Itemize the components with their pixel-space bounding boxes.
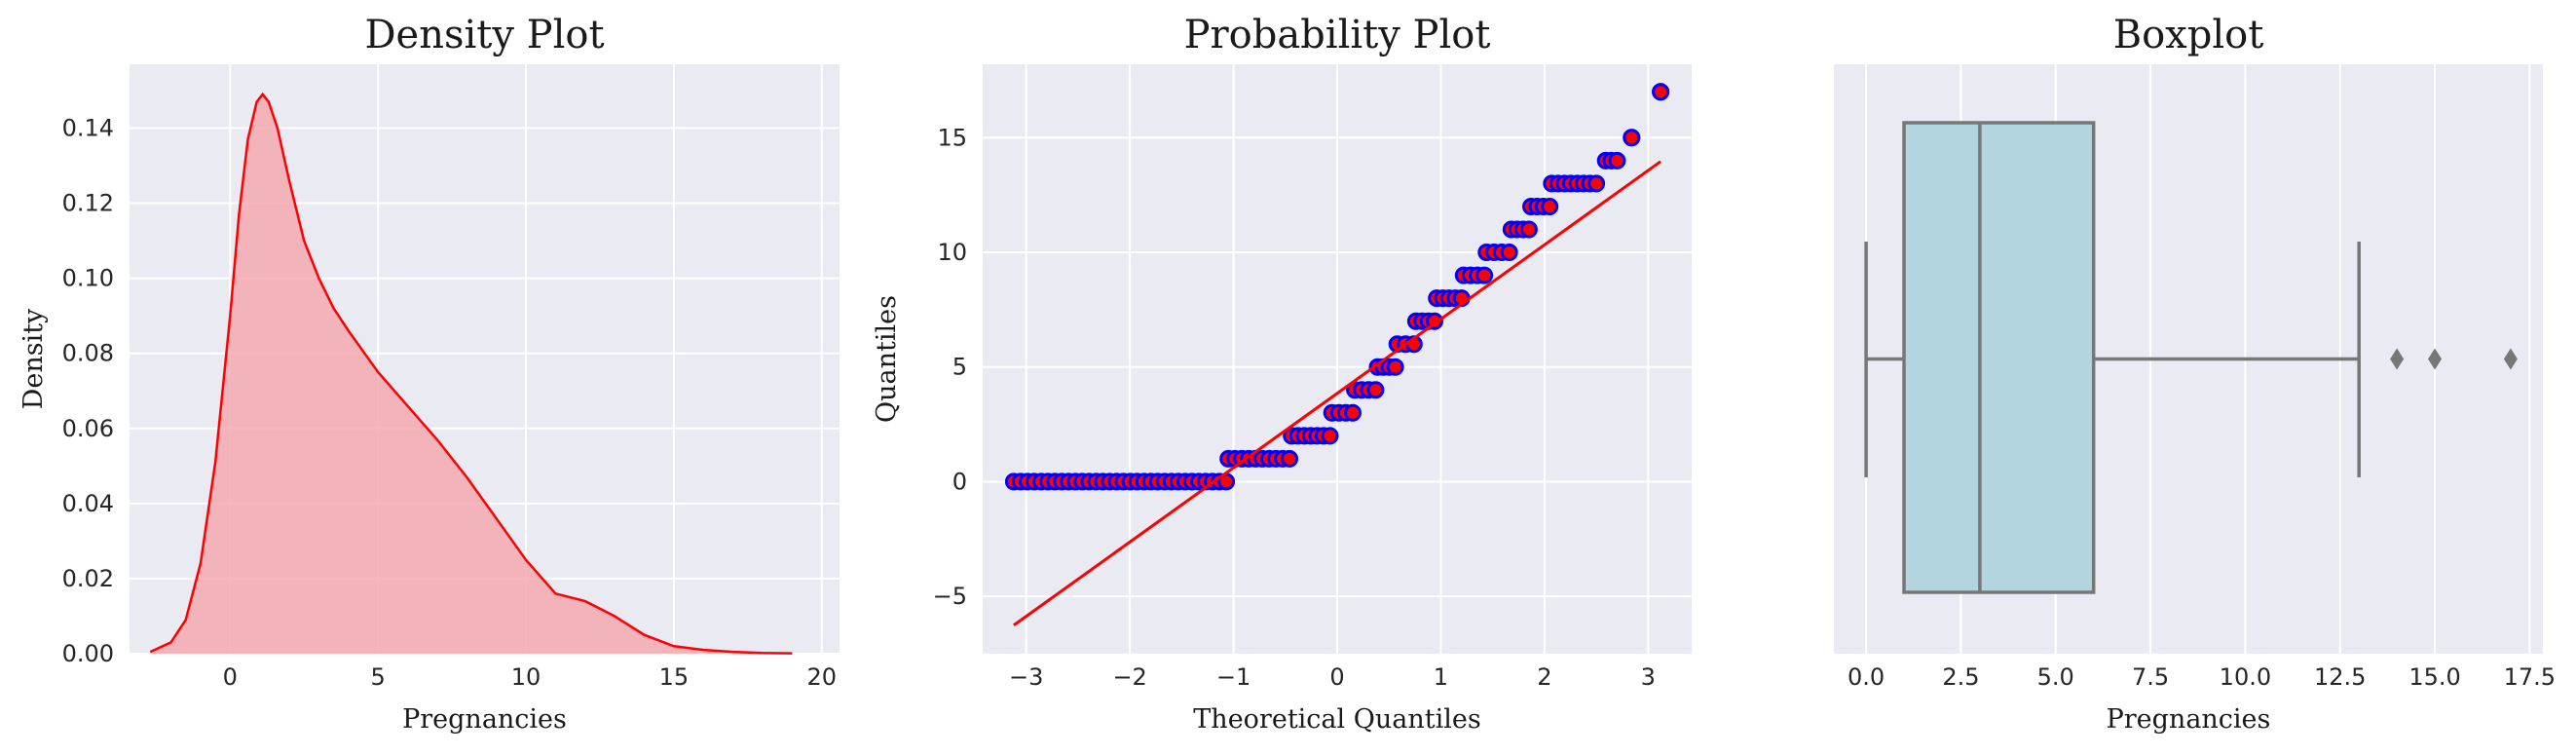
x-tick-label: 15 xyxy=(659,663,690,691)
x-tick-label: 17.5 xyxy=(2504,663,2556,691)
qq-point xyxy=(1652,83,1670,101)
x-tick-label: 3 xyxy=(1641,663,1656,691)
x-tick-label: 5 xyxy=(371,663,386,691)
density-area xyxy=(150,94,793,655)
y-tick-label: 15 xyxy=(937,124,967,151)
box xyxy=(1902,121,2096,594)
x-tick-label: 1 xyxy=(1434,663,1448,691)
y-tick-label: 0.10 xyxy=(62,265,114,292)
outlier-marker xyxy=(2428,348,2443,370)
outlier-marker xyxy=(2390,348,2405,370)
y-axis-label: Quantiles xyxy=(872,295,902,423)
qq-point xyxy=(1608,151,1626,170)
x-tick-label: 10.0 xyxy=(2220,663,2271,691)
qq-point xyxy=(1519,220,1538,239)
y-tick-label: 0.02 xyxy=(62,565,114,592)
y-tick-label: 0.08 xyxy=(62,340,114,367)
qq-point xyxy=(1344,403,1362,422)
x-tick-label: −2 xyxy=(1112,663,1146,691)
outlier-marker xyxy=(2503,348,2518,370)
qq-point xyxy=(1587,174,1606,193)
density-plot-panel: 0 5 10 15 20 0.00 0.02 0.04 0.06 0.08 0.10 0.12 0.14… xyxy=(19,13,840,735)
y-tick-label: 0.14 xyxy=(62,115,114,142)
chart-title: Density Plot xyxy=(364,13,604,57)
x-tick-label: 0 xyxy=(1329,663,1344,691)
y-tick-label: 0.04 xyxy=(62,490,114,517)
probability-plot-panel: −3 −2 −1 0 1 2 3 −5 0 5 10 15 Probability Plot Theore… xyxy=(872,13,1692,735)
x-tick-label: 10 xyxy=(511,663,541,691)
x-axis-label: Pregnancies xyxy=(402,704,567,735)
x-tick-label: 2 xyxy=(1537,663,1551,691)
x-tick-label: 7.5 xyxy=(2132,663,2169,691)
qq-point xyxy=(1281,449,1298,468)
qq-point xyxy=(1623,129,1641,147)
y-axis-label: Density xyxy=(19,308,49,409)
boxplot-panel: 0.0 2.5 5.0 7.5 10.0 12.5 15.0 17.5 Boxplot Pregn… xyxy=(1834,13,2556,735)
y-tick-label: −5 xyxy=(933,583,967,610)
x-tick-label: 0.0 xyxy=(1848,663,1885,691)
qq-point xyxy=(1500,244,1518,261)
x-tick-label: −3 xyxy=(1009,663,1043,691)
y-tick-label: 0.00 xyxy=(62,640,114,667)
qq-point xyxy=(1366,381,1385,399)
x-tick-label: 5.0 xyxy=(2037,663,2074,691)
x-tick-label: 2.5 xyxy=(1942,663,1979,691)
x-tick-label: 0 xyxy=(223,663,238,691)
fit-line xyxy=(1013,160,1661,627)
qq-point xyxy=(1541,198,1559,215)
qq-point xyxy=(1475,266,1494,284)
density-line xyxy=(149,92,793,655)
y-tick-label: 5 xyxy=(952,354,967,381)
x-tick-label: 12.5 xyxy=(2314,663,2366,691)
qq-point xyxy=(1321,427,1339,445)
x-axis-label: Theoretical Quantiles xyxy=(1193,704,1480,735)
x-tick-label: −1 xyxy=(1216,663,1251,691)
y-tick-label: 0.06 xyxy=(62,415,114,442)
y-tick-label: 0 xyxy=(952,468,967,495)
x-tick-label: 15.0 xyxy=(2408,663,2460,691)
x-axis-label: Pregnancies xyxy=(2107,704,2271,735)
x-tick-label: 20 xyxy=(807,663,838,691)
y-tick-label: 10 xyxy=(937,239,967,266)
y-tick-label: 0.12 xyxy=(62,190,114,217)
qq-point xyxy=(1386,358,1404,376)
chart-title: Probability Plot xyxy=(1184,13,1491,57)
chart-title: Boxplot xyxy=(2113,13,2264,57)
